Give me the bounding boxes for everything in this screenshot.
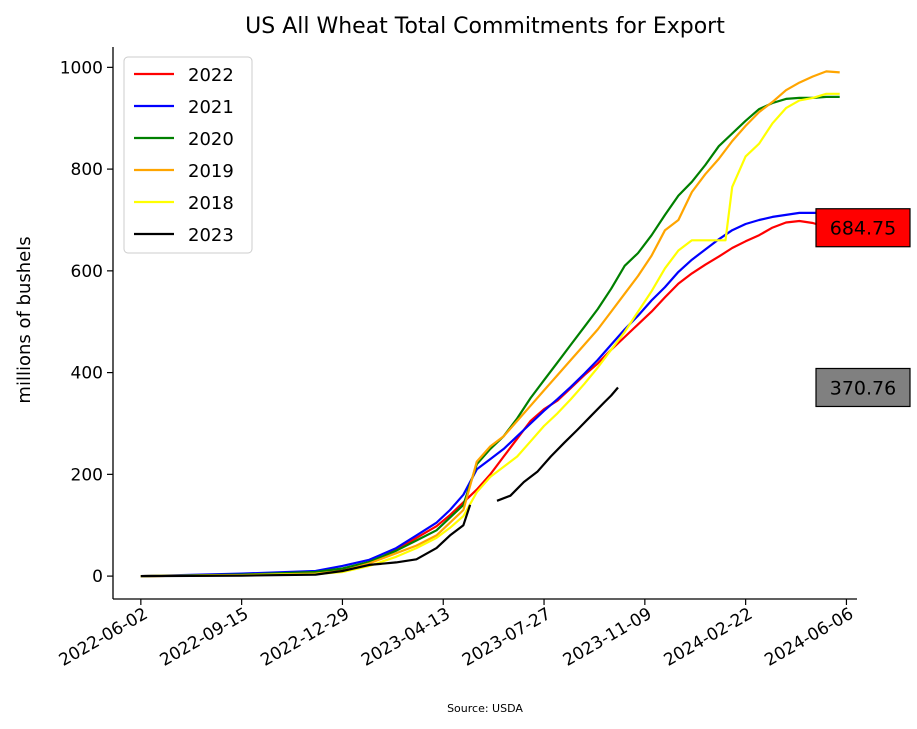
value-label-text: 684.75 [830,218,896,240]
series-line-2019 [140,70,840,578]
x-tick-label: 2024-02-22 [661,604,757,671]
legend-label-2020: 2020 [188,129,234,150]
series-line-2021 [140,211,840,578]
x-tick-label: 2022-06-02 [56,604,152,671]
legend-label-2019: 2019 [188,161,234,182]
y-tick-label: 1000 [60,58,103,78]
source-note: Source: USDA [447,702,523,715]
y-tick-label: 400 [71,364,103,384]
y-tick-label: 600 [71,262,103,282]
legend-label-2023: 2023 [188,225,234,246]
legend-label-2022: 2022 [188,65,234,86]
series-line-2022 [140,219,834,578]
x-tick-label: 2023-04-13 [358,604,454,671]
y-tick-label: 200 [71,465,103,485]
value-label-box [815,208,911,248]
series-line-2020 [140,95,840,578]
y-tick-label: 800 [71,160,103,180]
x-tick-label: 2022-09-15 [157,604,253,671]
x-tick-label: 2024-06-06 [761,604,857,671]
series-line-2023 [140,386,619,578]
value-label-box [815,367,911,408]
chart-title: US All Wheat Total Commitments for Expor… [245,14,725,39]
x-tick-label: 2023-11-09 [560,604,656,671]
y-tick-label: 0 [92,567,103,587]
x-tick-label: 2023-07-27 [459,604,555,671]
value-labels: 684.75 370.76 [815,208,911,408]
legend-label-2021: 2021 [188,97,234,118]
x-tick-label: 2022-12-29 [257,604,353,671]
legend-label-2018: 2018 [188,193,234,214]
series-line-2018 [140,92,840,578]
y-axis-label: millions of bushels [14,236,35,403]
plot-lines [140,70,840,578]
legend: 2022 2021 2020 2019 2018 2023 [123,56,253,254]
legend-box [123,56,253,254]
value-label-text: 370.76 [830,377,896,399]
